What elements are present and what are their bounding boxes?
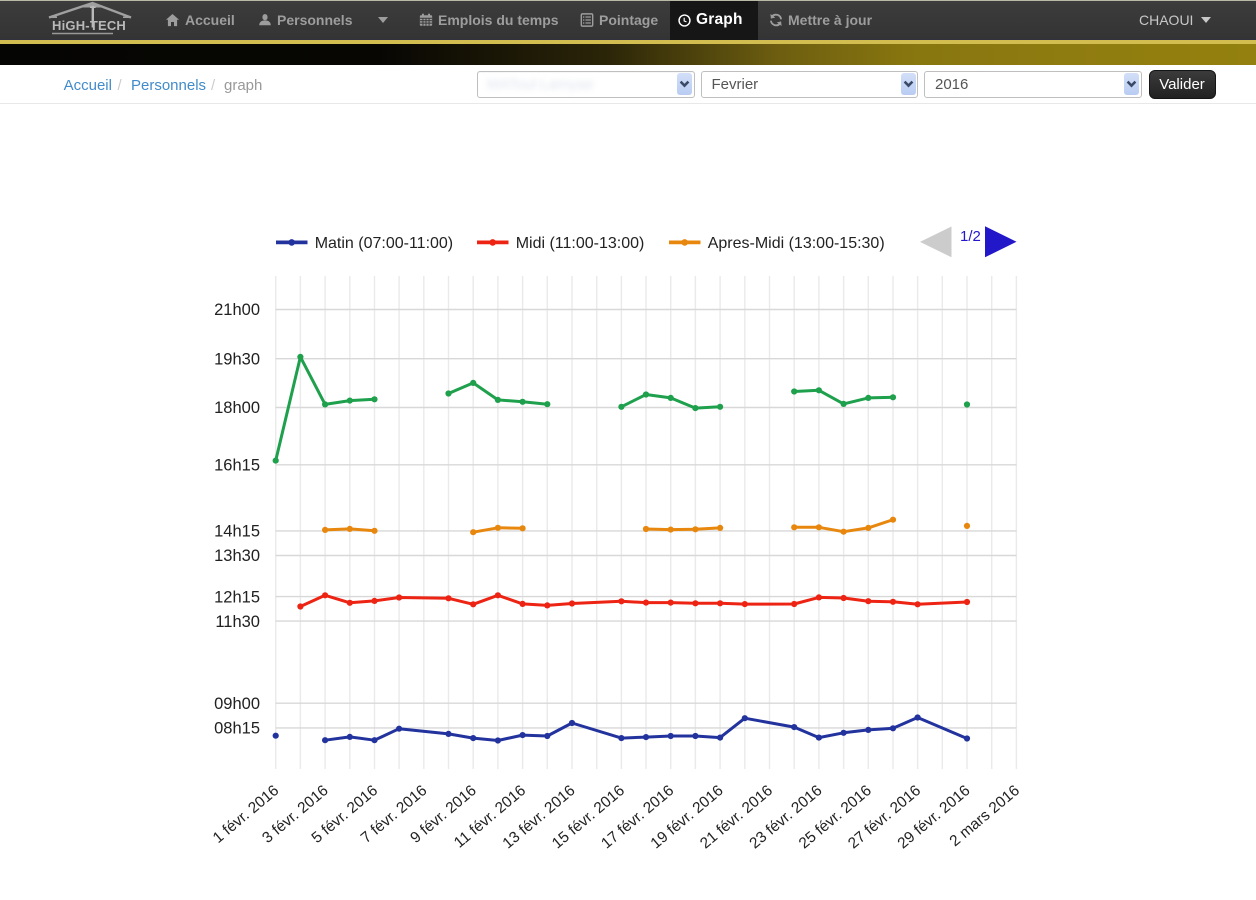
svg-text:1/2: 1/2 <box>960 228 981 245</box>
svg-text:14h15: 14h15 <box>214 523 260 541</box>
svg-text:09h00: 09h00 <box>214 695 260 713</box>
svg-text:21h00: 21h00 <box>214 301 260 319</box>
svg-text:HiGH-TECH: HiGH-TECH <box>52 18 126 33</box>
svg-text:08h15: 08h15 <box>214 720 260 738</box>
svg-text:13h30: 13h30 <box>214 547 260 565</box>
svg-text:11h30: 11h30 <box>215 613 260 631</box>
svg-text:18h00: 18h00 <box>214 399 260 417</box>
svg-text:Midi (11:00-13:00): Midi (11:00-13:00) <box>516 235 645 252</box>
svg-text:Matin (07:00-11:00): Matin (07:00-11:00) <box>315 235 453 252</box>
svg-text:16h15: 16h15 <box>214 457 260 475</box>
svg-text:19h30: 19h30 <box>214 350 260 368</box>
svg-text:12h15: 12h15 <box>214 588 260 606</box>
svg-text:Apres-Midi (13:00-15:30): Apres-Midi (13:00-15:30) <box>708 235 885 252</box>
